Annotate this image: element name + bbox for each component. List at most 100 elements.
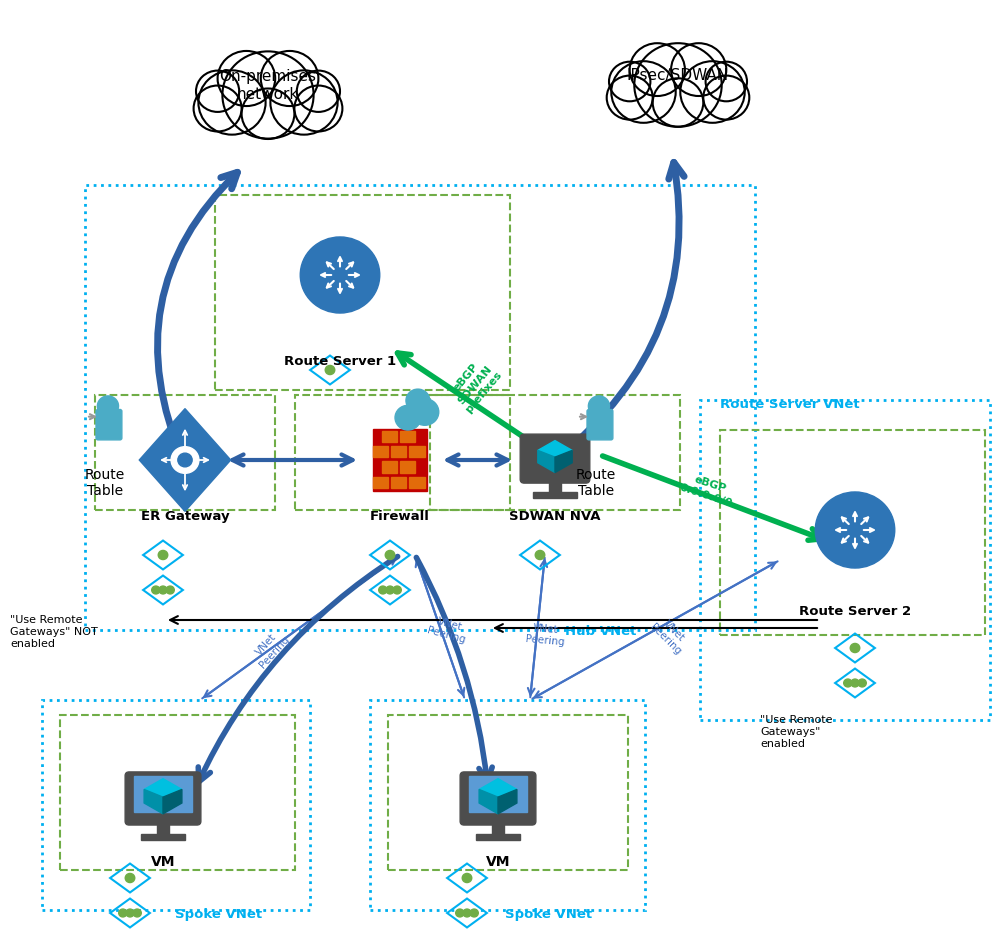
Circle shape <box>462 873 472 883</box>
Circle shape <box>858 679 867 687</box>
Polygon shape <box>538 440 573 457</box>
Bar <box>134 776 192 812</box>
Bar <box>391 446 407 457</box>
Circle shape <box>196 70 240 112</box>
Bar <box>430 395 680 510</box>
Text: Route Server 1: Route Server 1 <box>284 355 396 368</box>
Circle shape <box>300 237 380 313</box>
Circle shape <box>611 61 676 123</box>
Polygon shape <box>538 451 555 473</box>
Circle shape <box>194 86 242 131</box>
Circle shape <box>152 586 160 594</box>
Bar <box>95 395 275 510</box>
Text: Route
Table: Route Table <box>84 468 125 498</box>
Circle shape <box>297 70 340 112</box>
Polygon shape <box>144 789 163 814</box>
FancyBboxPatch shape <box>520 435 589 483</box>
Polygon shape <box>498 789 517 814</box>
Circle shape <box>159 586 167 594</box>
Circle shape <box>680 61 745 123</box>
Circle shape <box>411 398 438 425</box>
Bar <box>295 395 510 510</box>
Circle shape <box>463 909 471 917</box>
Bar <box>469 776 527 812</box>
Circle shape <box>470 909 478 917</box>
Text: VM: VM <box>486 855 510 869</box>
Circle shape <box>395 405 420 430</box>
Bar <box>157 820 169 835</box>
Text: "Use Remote
Gateways" NOT
enabled: "Use Remote Gateways" NOT enabled <box>10 615 97 649</box>
Bar <box>141 834 185 841</box>
Text: Route Server 2: Route Server 2 <box>799 605 911 618</box>
Circle shape <box>270 70 338 135</box>
Circle shape <box>223 51 313 139</box>
Text: VNet
Peering: VNet Peering <box>648 613 692 656</box>
Text: Spoke VNet: Spoke VNet <box>505 908 592 921</box>
Circle shape <box>406 389 429 412</box>
Bar <box>370 700 645 910</box>
Bar <box>215 195 510 390</box>
Circle shape <box>851 679 859 687</box>
Text: VNet
Peering: VNet Peering <box>426 614 470 646</box>
Text: eBGP
SDWAN
prefixes: eBGP SDWAN prefixes <box>446 355 504 416</box>
Circle shape <box>815 492 895 568</box>
Bar <box>373 477 388 488</box>
Polygon shape <box>479 779 517 797</box>
Bar <box>529 437 580 471</box>
Circle shape <box>125 873 135 883</box>
Circle shape <box>393 586 402 594</box>
Text: Spoke VNet: Spoke VNet <box>175 908 262 921</box>
Text: Hub VNet: Hub VNet <box>565 625 636 638</box>
Bar <box>42 700 310 910</box>
Bar <box>410 446 424 457</box>
Circle shape <box>126 909 134 917</box>
Circle shape <box>653 78 704 126</box>
Bar <box>492 820 504 835</box>
Bar <box>60 715 295 870</box>
FancyBboxPatch shape <box>125 772 201 825</box>
FancyBboxPatch shape <box>460 772 536 825</box>
Text: Route Server VNet: Route Server VNet <box>720 398 860 411</box>
Circle shape <box>535 551 545 559</box>
Text: ER Gateway: ER Gateway <box>141 510 230 523</box>
Circle shape <box>260 51 318 107</box>
Text: Firewall: Firewall <box>370 510 430 523</box>
Text: IPsec/SDWAN: IPsec/SDWAN <box>627 68 729 83</box>
Text: "Use Remote
Gateways"
enabled: "Use Remote Gateways" enabled <box>760 715 833 748</box>
Bar <box>533 492 577 498</box>
Polygon shape <box>144 779 182 797</box>
Bar <box>400 431 415 441</box>
Bar <box>410 477 424 488</box>
Circle shape <box>118 909 127 917</box>
Polygon shape <box>139 409 231 512</box>
Bar <box>720 430 985 635</box>
Bar <box>382 431 398 441</box>
FancyBboxPatch shape <box>587 410 613 440</box>
Circle shape <box>630 43 685 96</box>
Circle shape <box>671 43 727 96</box>
Circle shape <box>386 586 395 594</box>
Circle shape <box>379 586 387 594</box>
Bar <box>373 429 427 491</box>
Polygon shape <box>163 789 182 814</box>
Circle shape <box>218 51 275 107</box>
Circle shape <box>171 447 199 474</box>
Text: VNet
Peering: VNet Peering <box>525 623 566 648</box>
Circle shape <box>325 365 335 375</box>
Bar <box>373 446 388 457</box>
Circle shape <box>634 43 722 126</box>
Circle shape <box>97 396 118 417</box>
Text: VM: VM <box>151 855 175 869</box>
Bar <box>549 477 561 493</box>
Circle shape <box>850 644 860 652</box>
Circle shape <box>706 62 747 102</box>
Circle shape <box>844 679 852 687</box>
Bar <box>391 477 407 488</box>
Circle shape <box>178 454 192 467</box>
Polygon shape <box>479 789 498 814</box>
Bar <box>700 400 990 720</box>
Text: On-premises
network: On-premises network <box>220 69 316 102</box>
Circle shape <box>455 909 464 917</box>
Circle shape <box>199 70 265 135</box>
Circle shape <box>386 551 395 559</box>
